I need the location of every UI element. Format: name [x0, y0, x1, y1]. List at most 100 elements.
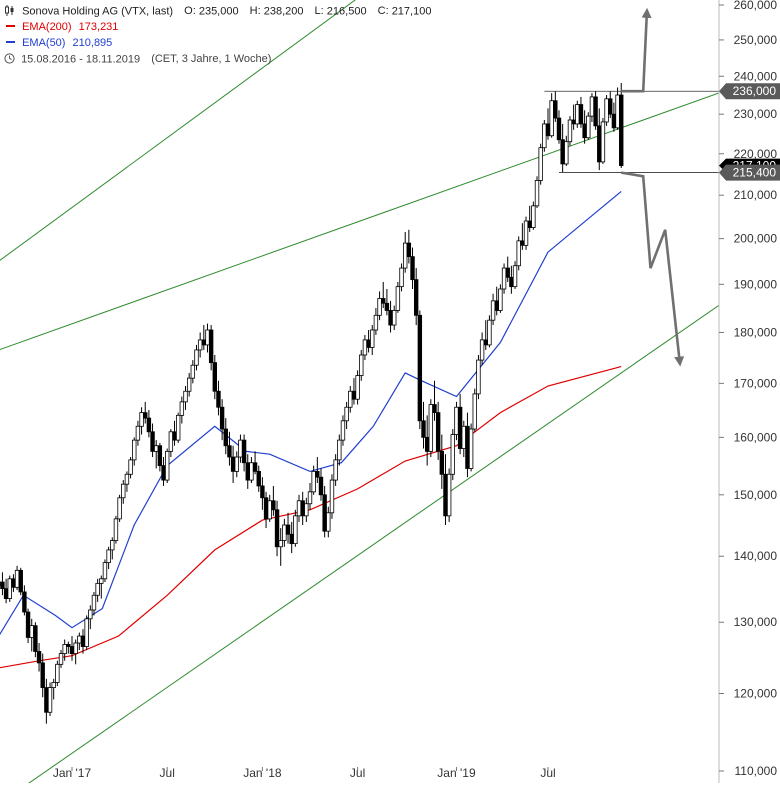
- candle: [33, 622, 38, 658]
- candle-body: [205, 329, 210, 346]
- candle: [545, 108, 551, 140]
- candle-body: [84, 618, 89, 647]
- candle: [538, 143, 543, 185]
- candle-body: [241, 439, 247, 464]
- candle-body: [99, 578, 104, 584]
- candle-body: [267, 500, 272, 520]
- candle: [175, 412, 181, 443]
- candle-body: [571, 119, 576, 125]
- candle: [47, 682, 53, 717]
- open-value: 235,000: [198, 5, 239, 18]
- y-tick-label: 250,000: [734, 33, 778, 47]
- candle-body: [186, 377, 192, 392]
- candle: [66, 641, 71, 654]
- candle: [157, 442, 163, 472]
- close-label: C:: [377, 5, 389, 18]
- candle-body: [381, 298, 386, 304]
- candle-body: [293, 515, 298, 545]
- candle-body: [505, 267, 510, 278]
- candle-body: [538, 147, 543, 181]
- candle-body: [351, 390, 357, 400]
- y-tick-label: 130,000: [734, 615, 778, 629]
- y-tick-label: 260,000: [734, 0, 778, 12]
- candle-body: [40, 662, 45, 689]
- candle-body: [179, 401, 185, 416]
- candle-body: [190, 364, 196, 379]
- candle: [150, 423, 155, 458]
- candle: [589, 93, 595, 122]
- candle: [395, 281, 401, 313]
- candle-body: [589, 96, 595, 117]
- candle: [483, 320, 488, 350]
- candle-body: [234, 456, 239, 472]
- candle: [241, 434, 247, 472]
- candle-body: [106, 549, 111, 564]
- candle-body: [69, 646, 75, 655]
- candle: [472, 388, 477, 432]
- legend-ema50[interactable]: EMA(50) 210,895: [4, 37, 112, 49]
- candle: [230, 445, 236, 484]
- candle: [399, 263, 404, 292]
- candle: [143, 401, 148, 424]
- low-value: 216,500: [326, 5, 367, 18]
- candle-body: [150, 431, 155, 452]
- candle-body: [542, 123, 547, 149]
- candle: [446, 468, 452, 522]
- candle: [388, 300, 393, 333]
- candle-body: [14, 569, 20, 588]
- candle-body: [33, 625, 38, 652]
- candle-body: [55, 663, 60, 683]
- candle: [523, 216, 529, 250]
- candle-body: [443, 473, 448, 517]
- candle: [73, 639, 78, 665]
- candle: [51, 678, 56, 700]
- candle-body: [611, 113, 617, 129]
- candle-body: [304, 503, 309, 517]
- candle-body: [413, 279, 419, 316]
- candle: [494, 286, 499, 316]
- candle-body: [344, 406, 349, 422]
- candle-body: [457, 406, 463, 449]
- candle-body: [263, 497, 269, 520]
- level-tag-label: 236,000: [733, 84, 777, 98]
- x-tick-label: Jul: [540, 766, 555, 780]
- candle-body: [3, 588, 9, 599]
- candle: [245, 454, 250, 489]
- candle-body: [121, 483, 126, 499]
- candle-body: [384, 302, 390, 311]
- candle-body: [194, 349, 199, 366]
- candle-body: [66, 644, 71, 647]
- level-tag-label: 215,400: [733, 166, 777, 180]
- candle-body: [399, 267, 404, 288]
- candle: [77, 632, 82, 651]
- y-tick-label: 120,000: [734, 687, 778, 701]
- candle: [567, 116, 573, 146]
- candle-body: [340, 420, 346, 441]
- legend-ema200[interactable]: EMA(200) 173,231: [4, 21, 118, 33]
- candle-body: [597, 125, 602, 163]
- candle: [69, 636, 75, 661]
- candle-body: [578, 104, 584, 125]
- candle: [527, 205, 532, 232]
- candle-body: [388, 310, 393, 326]
- candle: [406, 229, 412, 264]
- candle-body: [523, 220, 529, 246]
- candle: [146, 409, 152, 438]
- candle: [205, 323, 210, 353]
- candle: [194, 344, 199, 371]
- candle: [139, 407, 144, 435]
- candle-body: [7, 578, 12, 599]
- candle-body: [22, 591, 27, 613]
- candle-body: [274, 509, 280, 548]
- candle: [234, 451, 239, 478]
- scenario-arrow-up: [621, 7, 652, 93]
- candle: [55, 660, 60, 687]
- candle-body: [395, 286, 401, 311]
- candle: [132, 437, 137, 466]
- candle: [377, 291, 382, 321]
- plot-area: [0, 0, 719, 783]
- candle-body: [113, 518, 119, 541]
- close-value: 217,100: [391, 5, 432, 18]
- candle: [84, 615, 89, 651]
